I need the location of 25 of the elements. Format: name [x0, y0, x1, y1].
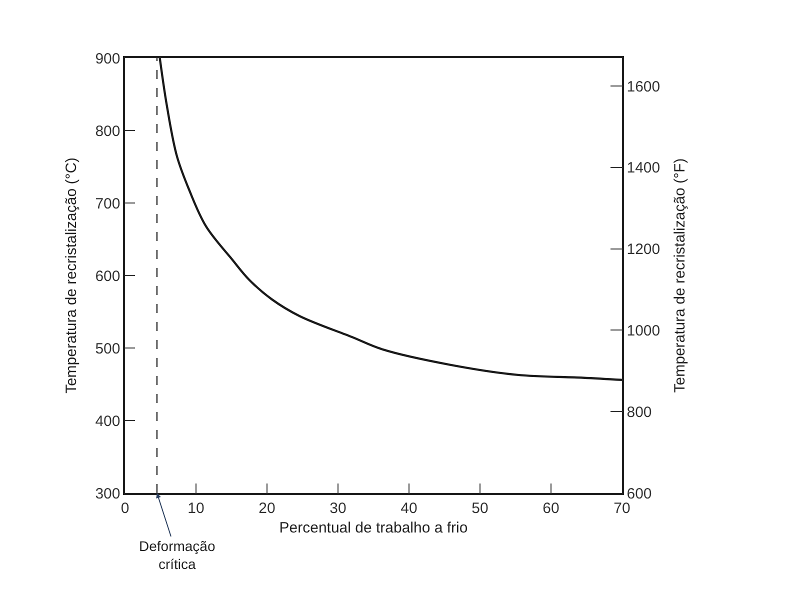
- x-tick-label: 40: [400, 500, 418, 517]
- x-axis-title: Percentual de trabalho a frio: [279, 519, 468, 536]
- x-tick-label: 30: [330, 500, 346, 517]
- x-tick-label: 60: [542, 500, 560, 517]
- y2-tick-label: 600: [626, 485, 652, 502]
- y2-tick-label: 1600: [626, 78, 660, 96]
- y-tick-label: 800: [95, 122, 120, 140]
- y-tick-label: 500: [95, 340, 120, 358]
- y-tick-label: 600: [95, 268, 120, 285]
- y-axis-title: Temperatura de recristalização (°C): [62, 157, 80, 394]
- y2-tick-label: 1000: [626, 322, 660, 340]
- y2-tick-label: 1400: [626, 160, 660, 177]
- x-tick-label: 50: [472, 500, 488, 517]
- y2-tick-label: 800: [626, 404, 652, 421]
- x-tick-label: 20: [258, 500, 276, 517]
- annotation: Deformação crítica: [139, 538, 216, 572]
- y-tick-label: 300: [95, 485, 120, 502]
- y2-axis-title: Temperatura de recristalização (°F): [672, 158, 689, 393]
- y2-tick-label: 1200: [626, 241, 660, 258]
- y-tick-label: 700: [95, 195, 120, 212]
- y-tick-label: 900: [95, 50, 120, 68]
- x-tick-label: 10: [188, 500, 204, 517]
- y-tick-label: 400: [95, 412, 120, 430]
- x-tick-label: 0: [120, 500, 130, 517]
- x-tick-label: 70: [614, 500, 630, 517]
